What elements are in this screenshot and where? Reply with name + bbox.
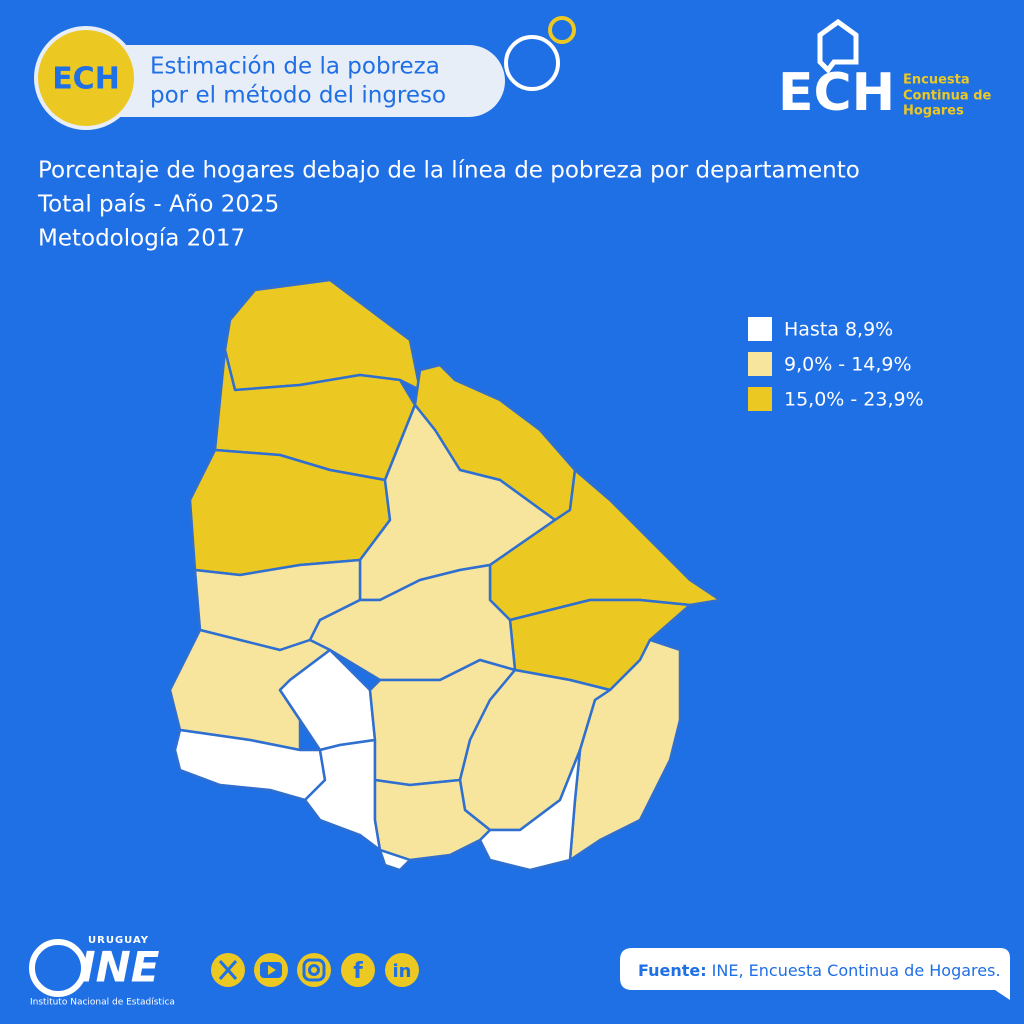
legend-label: 9,0% - 14,9% — [784, 354, 912, 376]
logo-house — [817, 18, 859, 74]
deco-circle — [504, 35, 560, 91]
youtube-play — [268, 965, 276, 975]
header-badge — [34, 26, 138, 130]
logo-text: Hogares — [903, 104, 964, 119]
facebook-glyph: f — [353, 959, 363, 984]
social-icons: f in — [211, 953, 419, 987]
map-subtitle: Total país - Año 2025 — [37, 192, 279, 218]
instagram-lens — [308, 964, 320, 976]
header-title: Estimación de la pobreza — [150, 54, 440, 80]
department — [378, 848, 412, 872]
map-subtitle: Metodología 2017 — [38, 226, 245, 252]
source-text: INE, Encuesta Continua de Hogares. — [712, 961, 1001, 980]
department — [303, 738, 382, 852]
legend-swatch — [748, 317, 772, 341]
department — [373, 778, 492, 862]
ine-country: URUGUAY — [88, 935, 149, 946]
header-title: por el método del ingreso — [150, 83, 446, 109]
department — [223, 278, 422, 392]
department — [478, 748, 582, 872]
legend: Hasta 8,9% 9,0% - 14,9% 15,0% - 23,9% — [748, 317, 924, 411]
logo-text: Encuesta — [903, 73, 970, 88]
department — [308, 563, 517, 682]
x-glyph — [218, 960, 238, 980]
source: Fuente: INE, Encuesta Continua de Hogares… — [638, 961, 1001, 980]
legend-label: Hasta 8,9% — [784, 319, 893, 341]
logo-mark: ECH — [778, 63, 895, 123]
legend-label: 15,0% - 23,9% — [784, 389, 924, 411]
social-facebook[interactable] — [341, 953, 375, 987]
map — [168, 278, 722, 872]
ine-mark: INE — [80, 943, 160, 992]
source-label: Fuente: — [638, 961, 707, 980]
header-pill — [60, 45, 505, 117]
social-instagram[interactable] — [297, 953, 331, 987]
logo-text: Continua de — [903, 89, 992, 104]
social-linkedin[interactable] — [385, 953, 419, 987]
ine-name: Instituto Nacional de Estadística — [30, 998, 175, 1008]
source-box — [620, 948, 1010, 1000]
legend-swatch — [748, 352, 772, 376]
badge-text: ECH — [52, 62, 120, 97]
deco-circle — [548, 16, 576, 44]
map-title: Porcentaje de hogares debajo de la línea… — [38, 158, 860, 184]
linkedin-glyph: in — [393, 961, 412, 982]
legend-swatch — [748, 387, 772, 411]
ine-globe — [29, 939, 87, 997]
instagram-glyph — [302, 958, 326, 982]
department — [173, 728, 327, 802]
